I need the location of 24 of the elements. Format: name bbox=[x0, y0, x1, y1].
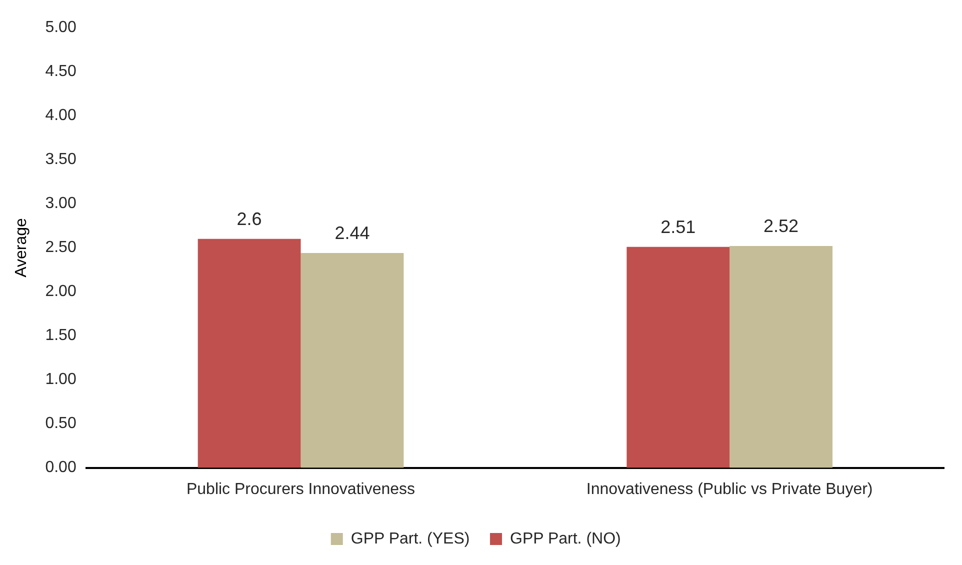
y-tick-label: 2.00 bbox=[45, 283, 76, 300]
y-tick-label: 3.00 bbox=[45, 195, 76, 212]
bar bbox=[730, 246, 833, 468]
y-tick-label: 4.00 bbox=[45, 107, 76, 124]
legend-label: GPP Part. (YES) bbox=[350, 530, 470, 548]
data-label: 2.52 bbox=[764, 216, 799, 236]
y-tick-label: 5.00 bbox=[45, 19, 76, 36]
y-tick-label: 1.00 bbox=[45, 371, 76, 388]
y-axis-title: Average bbox=[13, 218, 30, 278]
data-label: 2.6 bbox=[236, 208, 262, 229]
data-label: 2.51 bbox=[660, 216, 696, 237]
y-tick-label: 0.50 bbox=[45, 415, 76, 432]
bar bbox=[300, 252, 404, 468]
data-label: 2.44 bbox=[334, 222, 370, 243]
y-tick-label: 3.50 bbox=[45, 151, 76, 168]
bar bbox=[626, 246, 730, 468]
legend-label: GPP Part. (NO) bbox=[510, 530, 621, 548]
x-tick-label: Innovativeness (Public vs Private Buyer) bbox=[586, 480, 873, 498]
x-tick-label: Public Procurers Innovativeness bbox=[186, 480, 416, 498]
y-tick-label: 0.00 bbox=[45, 459, 76, 476]
y-tick-label: 1.50 bbox=[45, 327, 76, 344]
y-tick-label: 4.50 bbox=[45, 63, 76, 80]
y-tick-label: 2.50 bbox=[45, 239, 76, 256]
bar bbox=[198, 238, 301, 468]
